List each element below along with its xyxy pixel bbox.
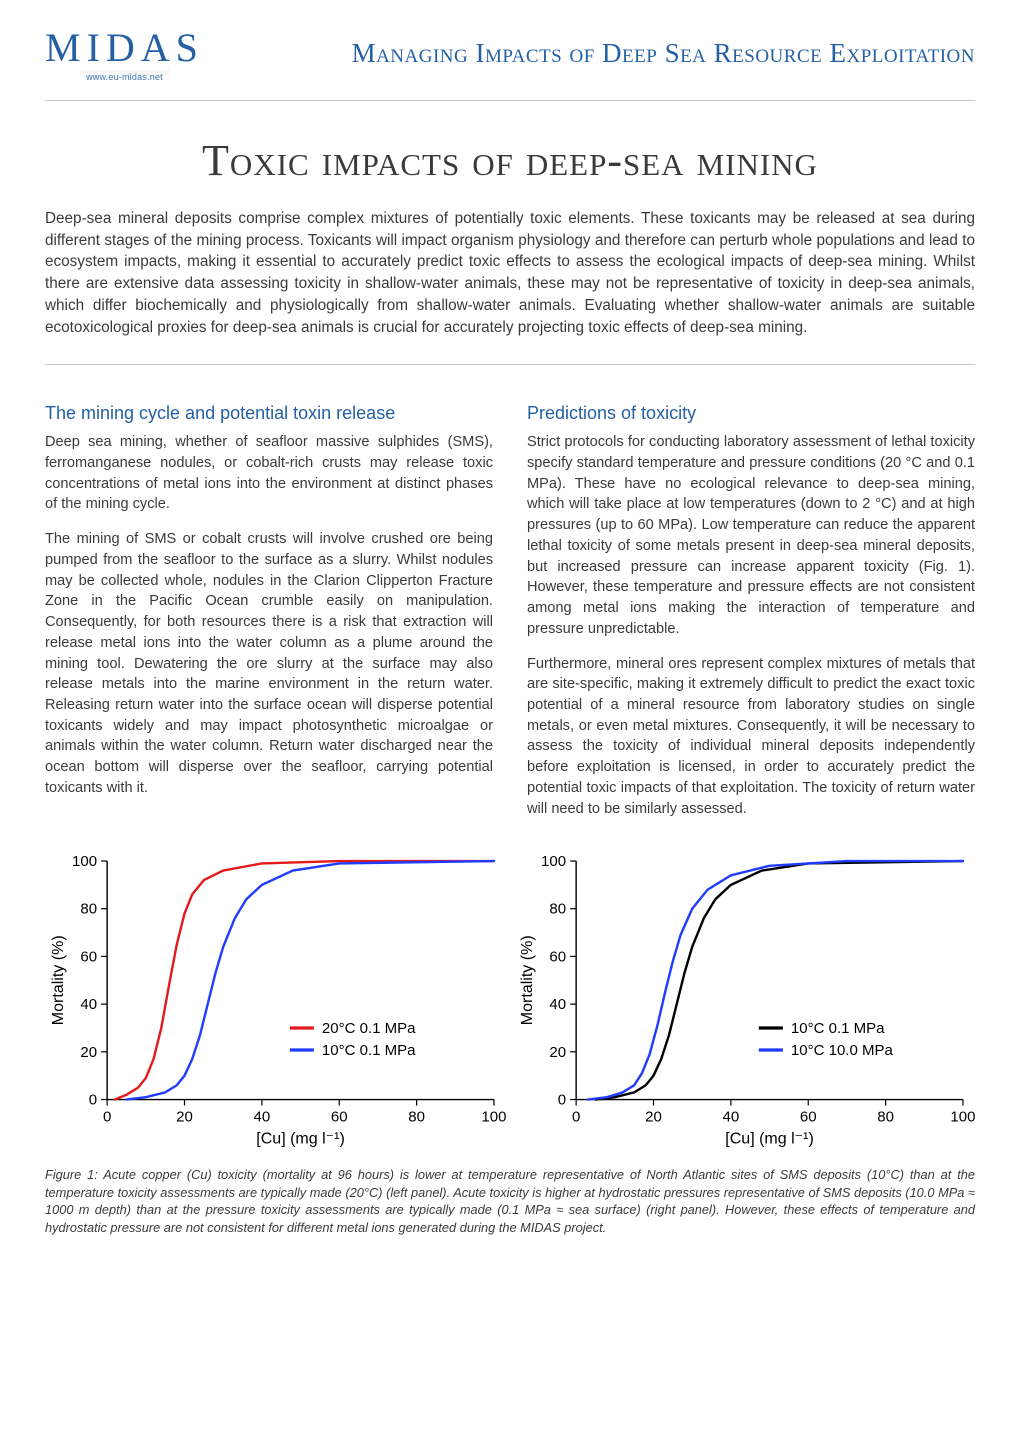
svg-text:20: 20 (549, 1044, 566, 1061)
svg-text:[Cu] (mg l⁻¹): [Cu] (mg l⁻¹) (256, 1130, 345, 1148)
paragraph: Strict protocols for conducting laborato… (527, 432, 975, 639)
svg-text:0: 0 (572, 1109, 580, 1126)
title-block: Toxic impacts of deep-sea mining Deep-se… (45, 101, 975, 365)
svg-text:40: 40 (723, 1109, 740, 1126)
svg-text:0: 0 (103, 1109, 111, 1126)
svg-text:100: 100 (541, 853, 566, 870)
paragraph: Furthermore, mineral ores represent comp… (527, 654, 975, 820)
chart-left: 0 20 40 60 80 100 0 20 40 60 80 100 [Cu] (mg l⁻¹) Mor… (45, 851, 506, 1152)
logo-url: www.eu-midas.net (80, 70, 169, 82)
svg-text:100: 100 (72, 853, 97, 870)
right-column: Predictions of toxicity Strict protocols… (527, 403, 975, 833)
figure-caption: Figure 1: Acute copper (Cu) toxicity (mo… (45, 1166, 975, 1237)
abstract: Deep-sea mineral deposits comprise compl… (45, 208, 975, 338)
svg-text:10°C 0.1 MPa: 10°C 0.1 MPa (322, 1042, 416, 1059)
svg-text:60: 60 (331, 1109, 348, 1126)
paragraph: Deep sea mining, whether of seafloor mas… (45, 432, 493, 515)
svg-text:40: 40 (549, 996, 566, 1013)
body-columns: The mining cycle and potential toxin rel… (45, 403, 975, 833)
svg-text:80: 80 (80, 901, 97, 918)
svg-text:[Cu] (mg l⁻¹): [Cu] (mg l⁻¹) (725, 1130, 814, 1148)
section-heading: The mining cycle and potential toxin rel… (45, 403, 493, 424)
header: MIDAS www.eu-midas.net Managing Impacts … (45, 28, 975, 101)
page: MIDAS www.eu-midas.net Managing Impacts … (0, 0, 1020, 1267)
svg-text:60: 60 (800, 1109, 817, 1126)
svg-text:40: 40 (254, 1109, 271, 1126)
svg-text:20: 20 (176, 1109, 193, 1126)
svg-text:60: 60 (80, 949, 97, 966)
svg-text:100: 100 (950, 1109, 975, 1126)
svg-text:100: 100 (481, 1109, 506, 1126)
svg-text:40: 40 (80, 996, 97, 1013)
logo: MIDAS www.eu-midas.net (45, 28, 204, 82)
svg-text:20: 20 (645, 1109, 662, 1126)
main-title: Toxic impacts of deep-sea mining (45, 135, 975, 186)
svg-text:20: 20 (80, 1044, 97, 1061)
figure-row: 0 20 40 60 80 100 0 20 40 60 80 100 [Cu] (mg l⁻¹) Mor… (45, 851, 975, 1152)
svg-text:0: 0 (558, 1092, 566, 1109)
svg-text:10°C 0.1 MPa: 10°C 0.1 MPa (791, 1020, 885, 1037)
svg-text:20°C 0.1 MPa: 20°C 0.1 MPa (322, 1020, 416, 1037)
svg-text:80: 80 (408, 1109, 425, 1126)
svg-text:60: 60 (549, 949, 566, 966)
svg-text:80: 80 (877, 1109, 894, 1126)
svg-text:80: 80 (549, 901, 566, 918)
left-column: The mining cycle and potential toxin rel… (45, 403, 493, 833)
svg-text:10°C 10.0 MPa: 10°C 10.0 MPa (791, 1042, 894, 1059)
svg-text:Mortality (%): Mortality (%) (518, 936, 536, 1026)
logo-text: MIDAS (45, 30, 204, 66)
header-title: Managing Impacts of Deep Sea Resource Ex… (226, 28, 975, 69)
section-heading: Predictions of toxicity (527, 403, 975, 424)
chart-right: 0 20 40 60 80 100 0 20 40 60 80 100 [Cu] (mg l⁻¹) Mor… (514, 851, 975, 1152)
svg-text:Mortality (%): Mortality (%) (49, 936, 67, 1026)
svg-text:0: 0 (89, 1092, 97, 1109)
paragraph: The mining of SMS or cobalt crusts will … (45, 529, 493, 798)
